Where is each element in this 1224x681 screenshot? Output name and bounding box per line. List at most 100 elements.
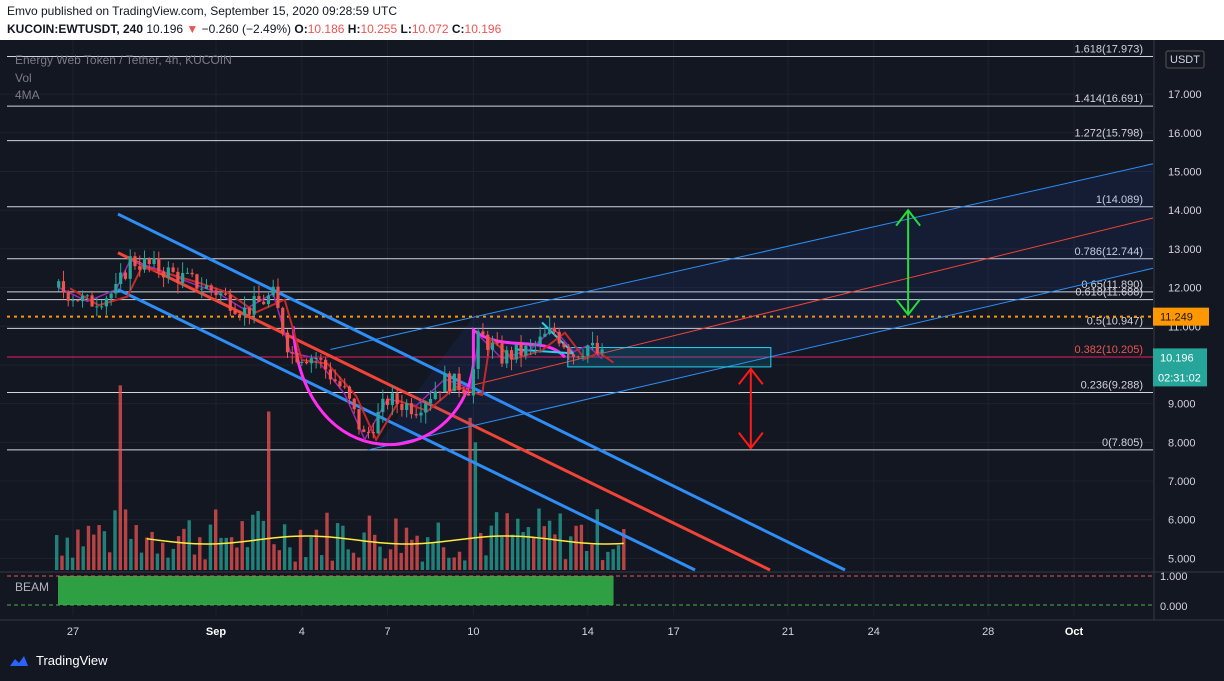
high-label: H: <box>347 22 361 36</box>
volume-bar <box>229 537 234 570</box>
ma-line-purple <box>58 259 603 442</box>
candle-body <box>376 412 380 434</box>
ma-line-red <box>69 266 615 442</box>
candle-body <box>257 296 261 302</box>
open-value: 10.186 <box>307 22 345 36</box>
candle-body <box>581 356 585 358</box>
volume-bar <box>579 524 584 570</box>
candle-body <box>548 327 552 334</box>
volume-bar <box>563 559 568 570</box>
volume-bar <box>357 557 361 570</box>
high-value: 10.255 <box>360 22 398 36</box>
candle-body <box>328 369 332 380</box>
candle-body <box>395 393 399 405</box>
footer: TradingView <box>0 645 1224 681</box>
low-value: 10.072 <box>411 22 449 36</box>
candle-body <box>557 331 561 344</box>
volume-bar <box>55 535 59 570</box>
candle-body <box>447 373 452 392</box>
candle-body <box>71 300 75 302</box>
candle-body <box>80 295 85 302</box>
candle-body <box>362 429 366 432</box>
candle-body <box>95 306 99 308</box>
candle-body <box>438 391 442 393</box>
osc-axis-label: 0.000 <box>1160 601 1188 613</box>
consolidation-box <box>567 347 772 368</box>
channel-mid-line <box>117 251 771 572</box>
fib-level-label: 0.65(11.890) <box>1081 279 1143 291</box>
candle-body <box>161 271 166 278</box>
volume-bar <box>314 529 319 570</box>
volume-bar <box>441 547 446 570</box>
volume-bar <box>521 532 525 570</box>
volume-bar <box>267 411 271 570</box>
candle-body <box>533 344 537 346</box>
volume-bar <box>261 520 266 570</box>
candle-body <box>486 334 490 350</box>
candle-body <box>400 404 404 411</box>
volume-bar <box>330 560 334 570</box>
price-chart[interactable]: 1.618(17.973) 1.414(16.691) 1.272(15.798) 1… <box>0 40 1224 645</box>
x-tick-label: 21 <box>782 626 794 638</box>
candle-body <box>281 307 285 333</box>
volume-bar <box>97 525 101 570</box>
candle-body <box>119 272 123 284</box>
volume-bar <box>373 534 377 570</box>
volume-ma-line <box>146 535 624 545</box>
volume-bar <box>341 525 345 570</box>
candle-body <box>357 409 361 430</box>
candle-body <box>123 272 128 279</box>
volume-bar <box>473 442 478 570</box>
volume-bar <box>399 552 403 570</box>
candle-body <box>104 298 108 307</box>
x-tick-label: 4 <box>299 626 305 638</box>
candle-body <box>514 344 518 360</box>
candle-body <box>352 398 356 410</box>
volume-bar <box>574 525 578 570</box>
candle-body <box>347 386 352 399</box>
currency-badge[interactable] <box>1165 50 1205 69</box>
candle-body <box>338 381 342 387</box>
chart-header: Emvo published on TradingView.com, Septe… <box>0 0 1224 40</box>
volume-bar <box>532 537 536 570</box>
candle-body <box>214 290 218 296</box>
x-tick-label: Sep <box>206 626 226 638</box>
volume-bar <box>176 536 181 570</box>
volume-bar <box>182 528 186 570</box>
candle-body <box>552 327 557 332</box>
y-tick-label: 6.000 <box>1168 515 1196 527</box>
x-tick-label: 27 <box>67 626 79 638</box>
candle-body <box>233 310 237 314</box>
candle-body <box>471 368 475 396</box>
candle-body <box>185 272 189 274</box>
candle-body <box>138 266 142 270</box>
candle-body <box>247 307 251 315</box>
volume-bar <box>457 551 462 570</box>
candle-body <box>309 358 313 364</box>
y-tick-label: 12.000 <box>1168 283 1202 295</box>
candle-body <box>490 342 495 350</box>
candle-body <box>343 386 347 388</box>
candle-body <box>304 361 309 364</box>
volume-bar <box>510 534 515 570</box>
volume-bar <box>611 549 615 570</box>
candle-body <box>319 357 323 360</box>
tradingview-logo[interactable]: TradingView <box>8 653 108 668</box>
candle-body <box>204 285 209 289</box>
ascending-lower-line <box>367 267 1154 451</box>
volume-bar <box>484 555 488 570</box>
volume-bar <box>547 520 552 570</box>
y-tick-label: 16.000 <box>1168 128 1202 140</box>
volume-bar <box>187 520 191 570</box>
y-tick-label: 17.000 <box>1168 89 1202 101</box>
last-price: 10.196 <box>146 22 184 36</box>
volume-bar <box>463 560 467 570</box>
ohlc-line: KUCOIN:EWTUSDT, 240 10.196 ▼ −0.260 (−2.… <box>7 22 501 36</box>
volume-bar <box>383 558 387 570</box>
volume-bar <box>235 547 239 570</box>
legend-title: Energy Web Token / Tether, 4h, KUCOIN <box>15 53 232 67</box>
ascending-mid-line <box>444 217 1154 393</box>
candle-body <box>109 293 113 299</box>
volume-bar <box>192 554 197 570</box>
volume-bar <box>346 549 350 570</box>
